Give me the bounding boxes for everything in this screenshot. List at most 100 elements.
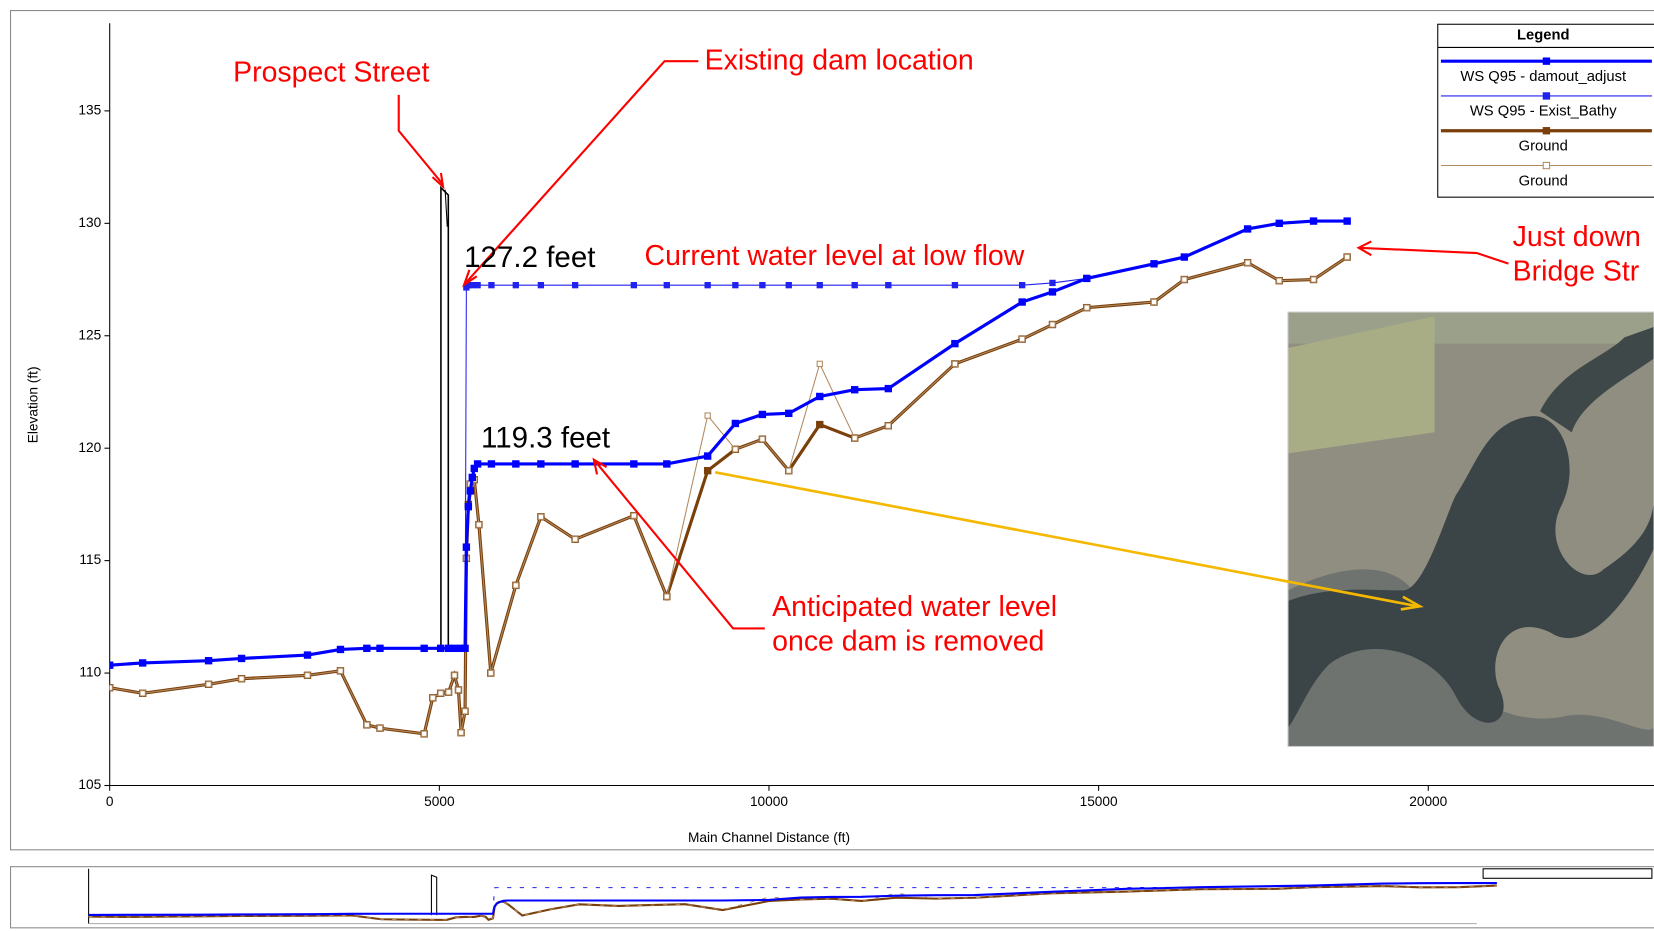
point-marker [1150, 298, 1158, 306]
point-marker [884, 384, 893, 393]
point-marker [421, 730, 428, 737]
y-tick-label: 105 [78, 777, 101, 792]
point-marker [851, 282, 858, 289]
annotation-arrows [397, 60, 1509, 630]
y-tick-label: 120 [78, 440, 101, 455]
point-marker [732, 282, 739, 289]
point-marker [785, 282, 792, 289]
point-marker [571, 282, 579, 289]
x-tick-label: 15000 [1080, 794, 1118, 809]
point-marker [139, 690, 146, 697]
point-marker [337, 667, 344, 674]
point-marker [450, 644, 459, 653]
point-marker [630, 512, 637, 519]
x-tick-label: 0 [106, 794, 114, 809]
point-marker [759, 282, 766, 289]
y-tick-label: 125 [78, 327, 101, 342]
legend: Legend WS Q95 - damout_adjust WS Q95 - Ex… [1437, 23, 1654, 198]
point-marker [785, 409, 793, 418]
x-axis-label: Main Channel Distance (ft) [688, 830, 850, 845]
point-marker [537, 513, 545, 520]
point-marker [885, 422, 892, 429]
annotation: Existing dam location [705, 45, 974, 77]
annotation: 119.3 feet [481, 421, 610, 454]
point-marker [951, 282, 959, 289]
point-marker [487, 669, 494, 677]
point-marker [663, 593, 670, 600]
point-marker [376, 724, 384, 732]
point-marker [1181, 276, 1188, 283]
point-marker [512, 282, 519, 289]
point-marker [457, 729, 465, 736]
annotation: once dam is removed [772, 626, 1044, 658]
annotation: 127.2 feet [464, 241, 595, 274]
point-marker [436, 644, 445, 653]
point-marker [1276, 277, 1283, 284]
annotation: Anticipated water level [772, 591, 1057, 623]
point-marker [537, 282, 545, 289]
point-marker [473, 460, 482, 468]
point-marker [109, 661, 114, 669]
point-marker [1243, 225, 1252, 233]
point-marker [466, 487, 475, 495]
legend-title: Legend [1517, 28, 1569, 44]
overview-bridge [430, 874, 438, 916]
bridge-outline [444, 189, 448, 227]
y-tick-label: 130 [78, 215, 101, 230]
point-marker [487, 460, 496, 468]
x-tick-label: 10000 [750, 794, 788, 809]
point-marker [759, 436, 766, 443]
point-marker [461, 708, 469, 715]
point-marker [732, 446, 739, 453]
point-marker [703, 466, 712, 475]
point-marker [1083, 304, 1090, 311]
point-marker [1018, 282, 1026, 289]
annotation: Current water level at low flow [645, 240, 1025, 272]
y-axis-label: Elevation (ft) [25, 366, 40, 443]
legend-label: WS Q95 - Exist_Bathy [1470, 104, 1617, 120]
annotation-arrow [1400, 595, 1424, 611]
x-tick-label: 5000 [424, 794, 455, 809]
legend-marker [1542, 161, 1551, 170]
point-marker [1049, 321, 1056, 328]
legend-marker [1542, 127, 1551, 135]
overview-line [88, 881, 1497, 917]
point-marker [464, 502, 473, 511]
legend-marker [1542, 57, 1551, 65]
point-marker [437, 690, 444, 697]
annotation: Bridge Str [1513, 256, 1640, 288]
point-marker [851, 434, 858, 442]
point-marker [455, 686, 462, 694]
annotation: Just down [1513, 221, 1641, 253]
annotation: Prospect Street [233, 56, 429, 88]
y-tick-label: 115 [79, 552, 101, 567]
point-marker [1180, 253, 1189, 261]
point-marker [469, 282, 476, 289]
point-marker [816, 392, 824, 401]
point-marker [138, 659, 147, 667]
point-marker [451, 672, 458, 679]
overview-line [88, 885, 1497, 921]
point-marker [1049, 279, 1056, 287]
point-marker [512, 460, 520, 468]
point-marker [488, 282, 495, 289]
point-marker [1275, 219, 1283, 228]
point-marker [462, 543, 471, 551]
point-marker [1310, 276, 1317, 283]
point-marker [304, 672, 311, 679]
point-marker [237, 654, 246, 663]
point-marker [816, 420, 824, 429]
overview-legend [1482, 868, 1653, 879]
point-marker [444, 644, 453, 653]
point-marker [785, 467, 792, 474]
point-marker [475, 521, 483, 528]
point-marker [704, 282, 711, 289]
point-marker [1344, 253, 1351, 261]
y-tick-label: 135 [78, 103, 101, 118]
point-marker [445, 689, 452, 696]
bridge-outline [440, 185, 450, 649]
point-marker [363, 721, 370, 728]
point-marker [303, 651, 312, 659]
point-marker [1083, 274, 1091, 283]
legend-label: WS Q95 - damout_adjust [1460, 69, 1626, 85]
